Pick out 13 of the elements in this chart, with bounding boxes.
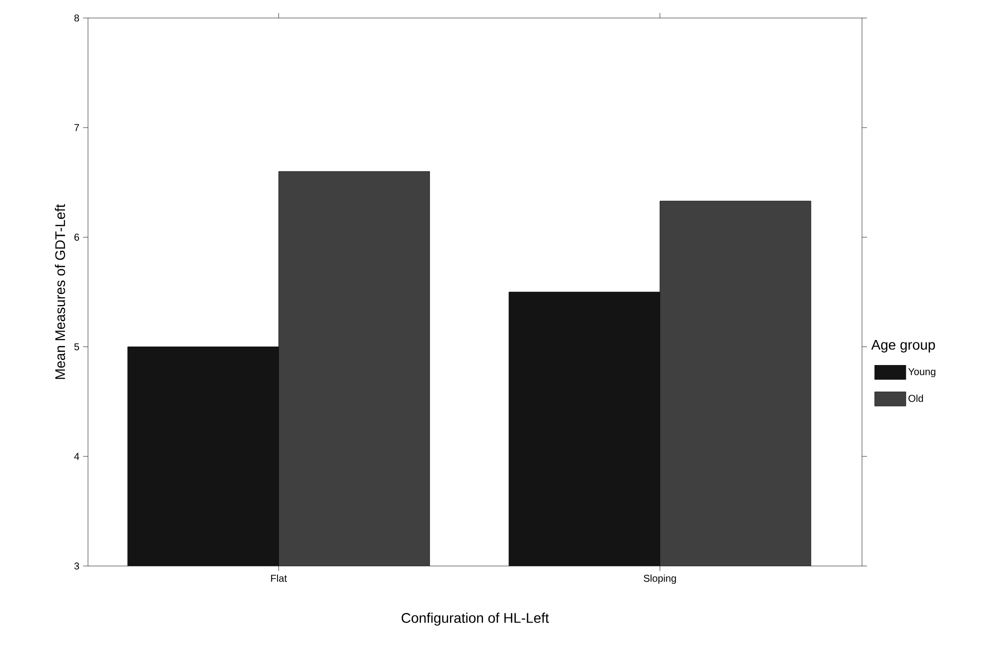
- y-axis-title: Mean Measures of GDT-Left: [54, 204, 66, 379]
- legend-label: Old: [908, 394, 923, 402]
- y-tick-label: 6: [74, 234, 80, 241]
- y-tick-label: 3: [74, 562, 80, 570]
- y-tick-label: 5: [74, 343, 80, 350]
- x-tick-label: Sloping: [644, 574, 676, 584]
- y-tick-label: 7: [74, 124, 79, 132]
- y-tick-label: 8: [74, 14, 80, 22]
- legend-title: Age group: [871, 340, 935, 353]
- y-tick-label: 4: [74, 452, 80, 460]
- x-tick-label: Flat: [271, 574, 287, 582]
- legend-label: Young: [908, 368, 936, 378]
- x-axis-title: Configuration of HL-Left: [402, 612, 549, 626]
